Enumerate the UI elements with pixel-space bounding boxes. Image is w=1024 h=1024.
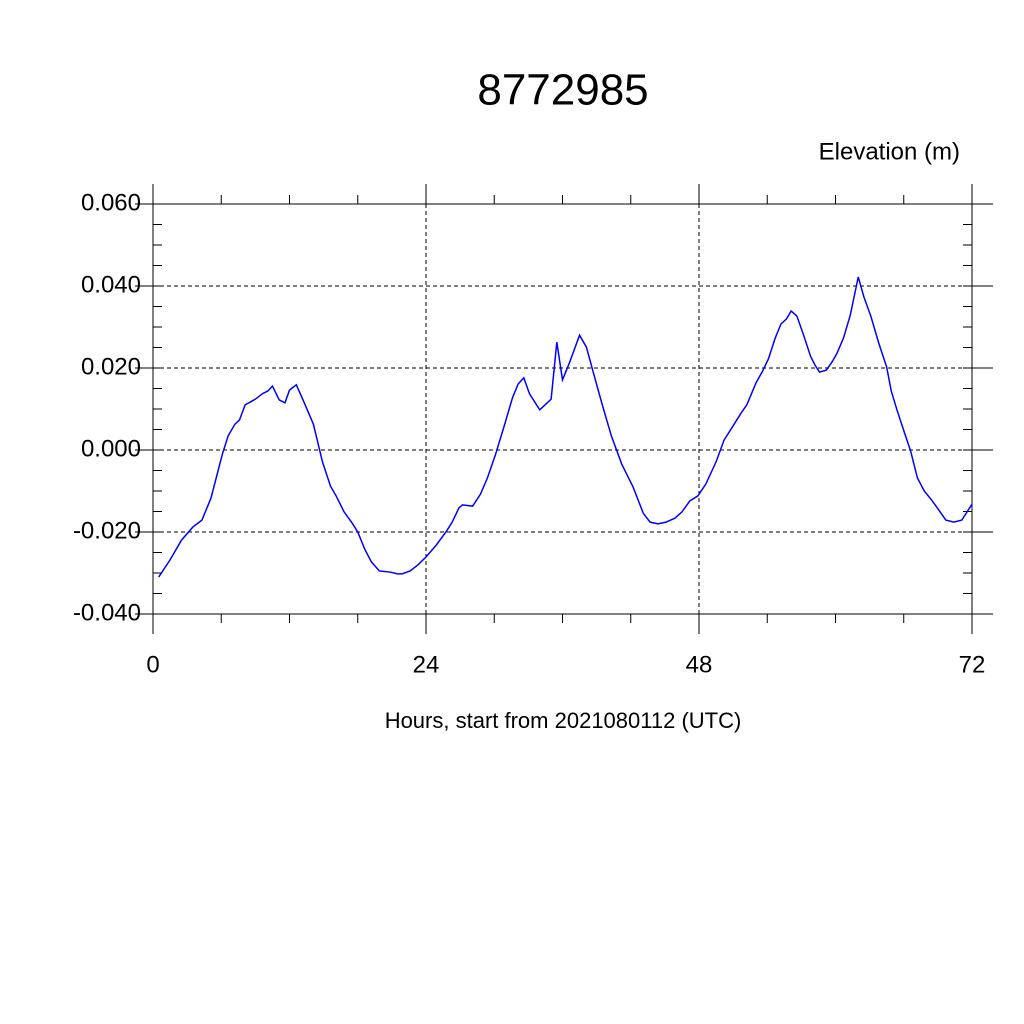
x-tick-label: 24 bbox=[413, 651, 440, 678]
x-tick-label: 72 bbox=[959, 651, 986, 678]
plot-frame bbox=[152, 203, 973, 615]
x-axis-label: Hours, start from 2021080112 (UTC) bbox=[385, 708, 742, 733]
line-series bbox=[158, 276, 973, 578]
x-tick-label: 0 bbox=[146, 651, 159, 678]
y-axis-label: Elevation (m) bbox=[819, 138, 960, 165]
y-tick-label: -0.020 bbox=[73, 517, 141, 544]
y-tick-label: 0.000 bbox=[81, 435, 141, 462]
y-tick-label: 0.020 bbox=[81, 353, 141, 380]
chart-title: 8772985 bbox=[477, 66, 648, 115]
y-tick-label: 0.040 bbox=[81, 271, 141, 298]
y-tick-label: -0.040 bbox=[73, 599, 141, 626]
x-tick-label: 48 bbox=[686, 651, 713, 678]
y-tick-label: 0.060 bbox=[81, 189, 141, 216]
